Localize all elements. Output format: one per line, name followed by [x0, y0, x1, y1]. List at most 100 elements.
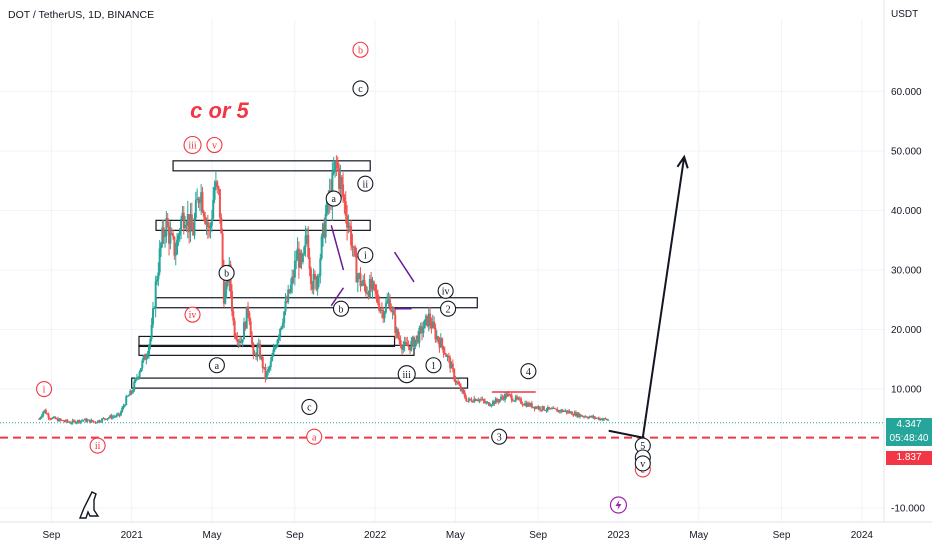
candle-body: [134, 378, 137, 382]
candle-body: [323, 223, 326, 238]
candle-body: [158, 248, 161, 273]
candle-body: [350, 226, 353, 246]
headline-annotation: c or 5: [190, 98, 249, 123]
candle-body: [73, 420, 76, 422]
candle-body: [249, 321, 252, 336]
label-layer: iiiiiivivabcciiiabbaciviii12345vvc or 5: [36, 41, 651, 519]
candle-body: [107, 417, 110, 419]
candle-body: [272, 349, 275, 357]
candle-body: [417, 335, 420, 343]
candle-body: [230, 290, 233, 312]
candle-body: [458, 384, 461, 386]
target-price-tag: 1.837: [886, 451, 932, 465]
candle-body: [75, 422, 78, 424]
candle-body: [315, 276, 318, 290]
candle-body: [540, 409, 543, 411]
candle-body: [557, 410, 560, 412]
candle-body: [218, 189, 221, 218]
candle-body: [71, 420, 74, 424]
candle-body: [198, 200, 201, 204]
candle-body: [197, 198, 200, 204]
x-tick-label: Sep: [773, 530, 791, 541]
candle-body: [121, 407, 124, 412]
candle-body: [554, 408, 557, 410]
candle-body: [89, 419, 92, 423]
candle-body: [77, 420, 80, 423]
candle-body: [334, 161, 337, 172]
candle-body: [264, 367, 267, 379]
candle-body: [39, 417, 42, 419]
candle-body: [439, 338, 442, 348]
candle-body: [113, 416, 116, 418]
candle-body: [147, 345, 150, 355]
candle-body: [595, 417, 598, 419]
candle-body: [221, 233, 224, 267]
symbol-title[interactable]: DOT / TetherUS, 1D, BINANCE: [8, 9, 155, 21]
x-tick-label: 2023: [607, 530, 630, 541]
candle-body: [450, 363, 453, 369]
candle-body: [457, 381, 460, 385]
candle-body: [588, 416, 591, 419]
wave-label-text: i: [43, 385, 46, 396]
candle-body: [63, 421, 66, 423]
candle-body: [46, 413, 49, 415]
dino-logo-icon: [78, 491, 100, 519]
wave-label-circle: [306, 428, 323, 445]
candle-body: [364, 285, 367, 293]
candle-body: [59, 418, 62, 421]
candle-body: [295, 260, 298, 262]
candle-body: [255, 354, 258, 357]
candle-body: [40, 415, 43, 418]
candle-body: [243, 322, 246, 340]
candle-body: [465, 397, 468, 401]
wave-label-circle: [437, 282, 454, 299]
candle-body: [449, 357, 452, 369]
wave-label-text: ii: [95, 441, 101, 452]
candle-body: [407, 346, 410, 348]
candle-body: [44, 409, 47, 414]
candle-body: [596, 417, 599, 419]
candle-body: [607, 419, 610, 421]
candle-body: [117, 413, 120, 415]
candle-body: [562, 411, 565, 413]
candle-body: [481, 399, 484, 401]
candle-body: [42, 411, 45, 416]
wave-label-text: 4: [526, 367, 531, 378]
candle-body: [212, 199, 215, 219]
level-layer: [131, 160, 478, 389]
candle-body: [43, 409, 46, 412]
candle-body: [471, 401, 474, 403]
candle-body: [560, 409, 563, 412]
candle-body: [271, 356, 274, 362]
y-tick-label: 20.000: [891, 325, 922, 336]
candle-body: [589, 415, 592, 417]
candle-body: [312, 273, 315, 290]
candle-body: [268, 367, 271, 369]
candle-body: [277, 336, 280, 340]
candle-body: [487, 402, 490, 406]
candle-body: [522, 404, 525, 406]
candle-body: [283, 311, 286, 324]
candle-body: [482, 399, 485, 402]
candle-body: [494, 398, 497, 404]
countdown-tag: 05:48:40: [886, 432, 932, 446]
candle-body: [146, 354, 149, 358]
wave-label-circle: [325, 190, 342, 207]
candle-body: [300, 252, 303, 263]
candle-body: [426, 315, 429, 326]
candle-body: [236, 338, 239, 342]
candle-body: [93, 421, 96, 423]
candle-body: [284, 301, 287, 312]
candle-body: [362, 279, 365, 284]
wave-label-circle: [332, 300, 350, 317]
y-tick-label: 10.000: [891, 385, 922, 396]
candle-body: [276, 339, 279, 347]
candle-body: [172, 233, 175, 237]
candle-body: [489, 405, 492, 407]
candle-body: [371, 281, 374, 290]
wave-label-text: 2: [446, 304, 451, 315]
candle-body: [404, 341, 407, 343]
candle-body: [368, 278, 371, 297]
